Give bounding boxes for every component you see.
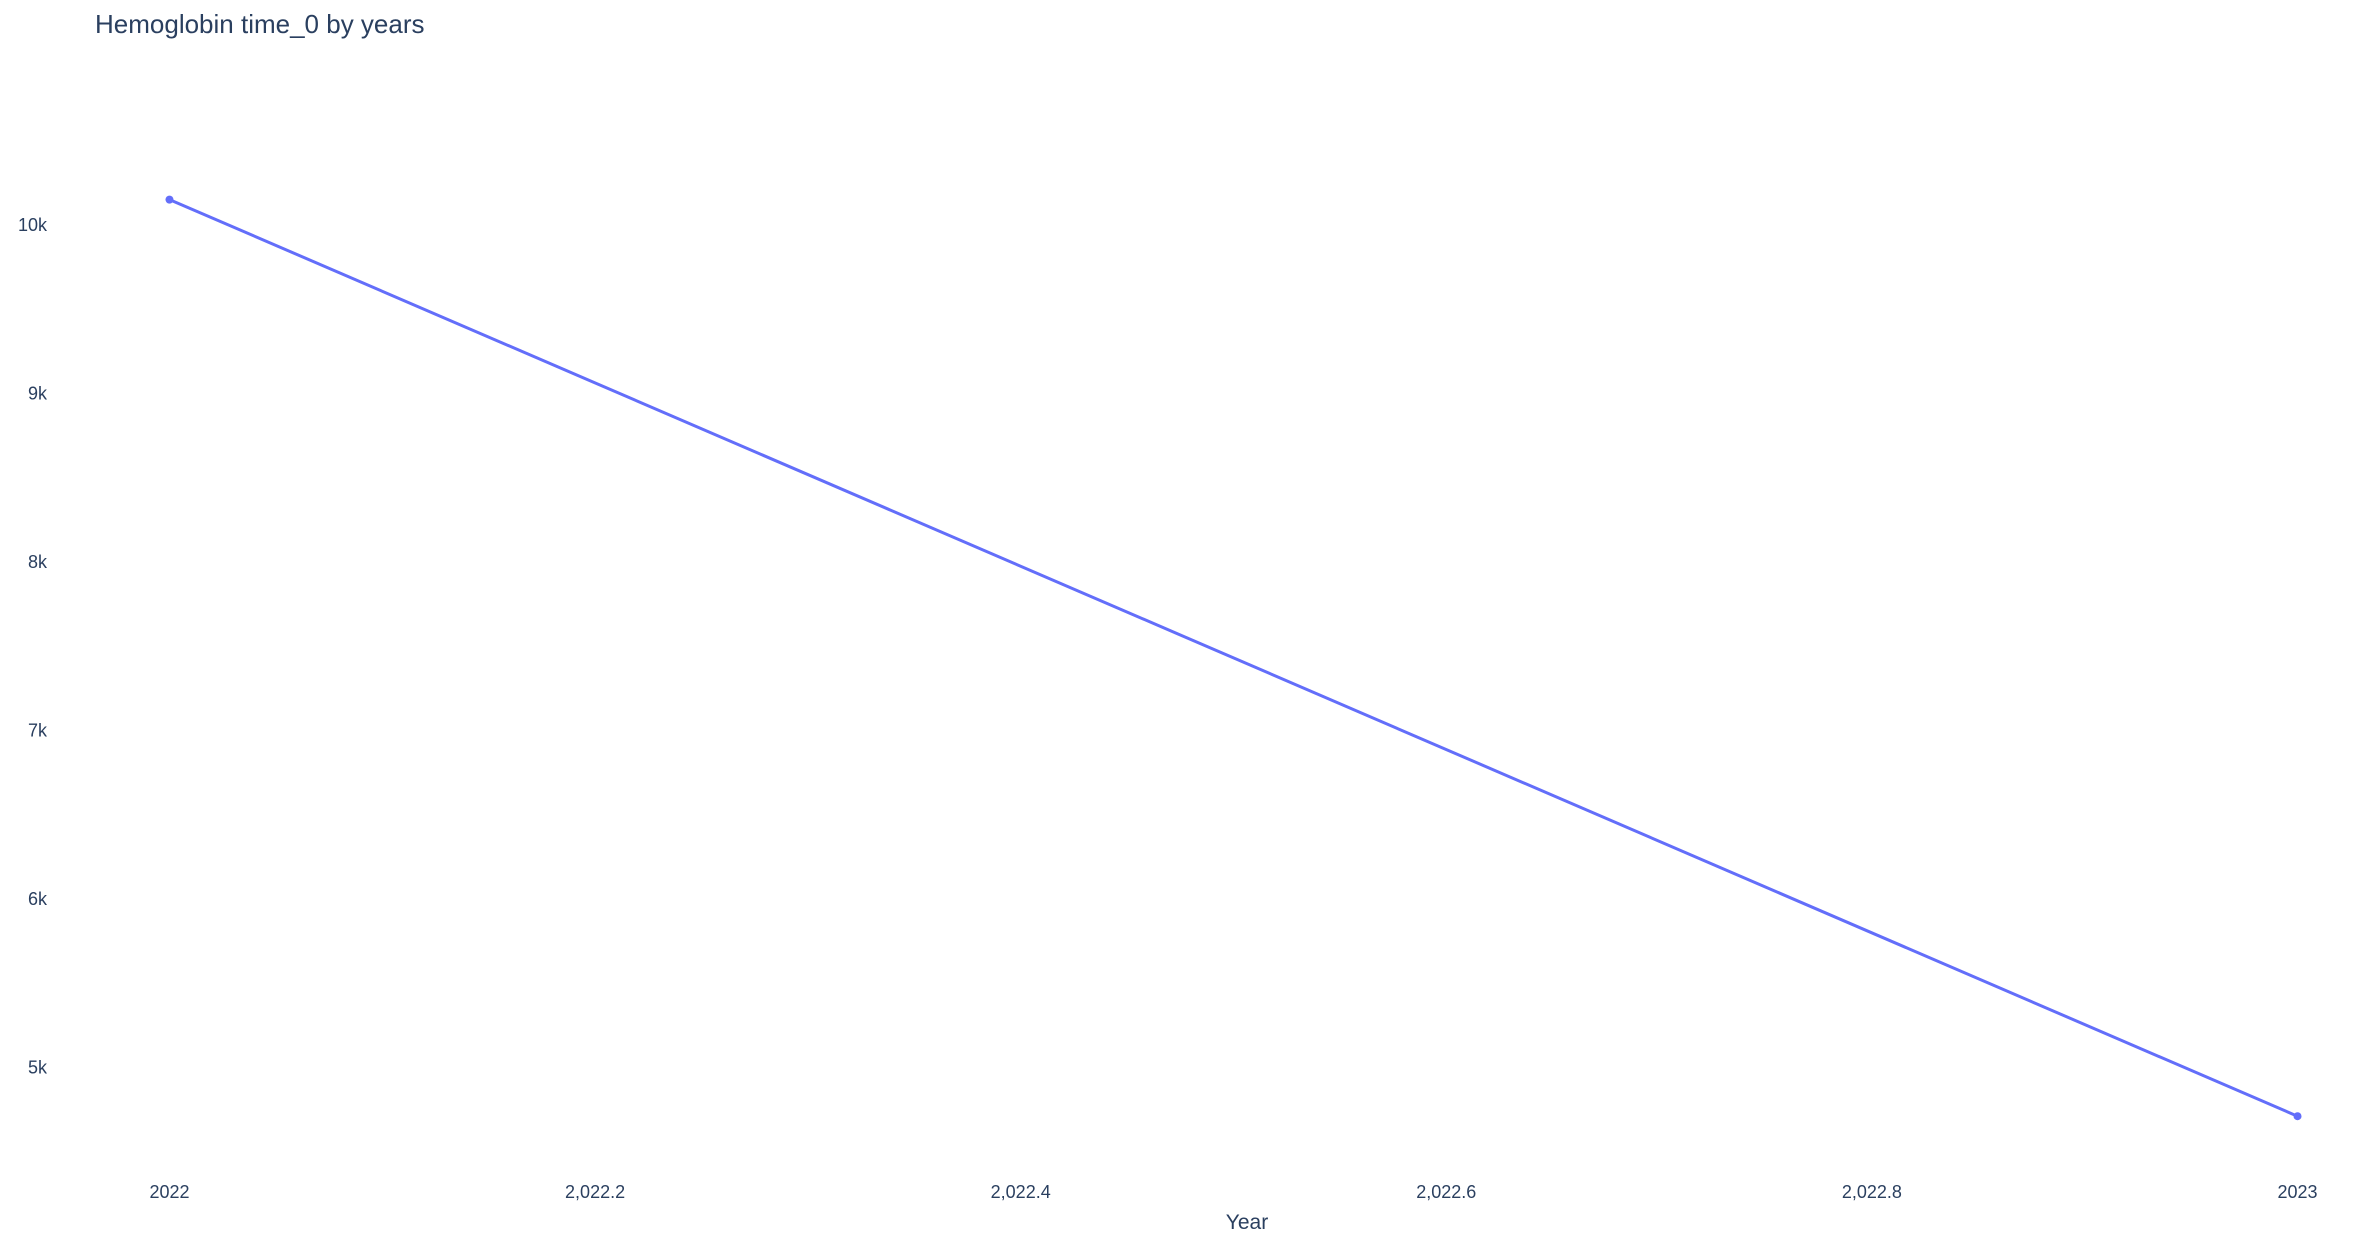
data-point[interactable]: [165, 195, 174, 204]
x-axis-ticks: 2022 2,022.2 2,022.4 2,022.6 2,022.8 2023: [149, 1182, 2317, 1202]
y-tick-label: 10k: [18, 215, 48, 235]
y-tick-label: 8k: [28, 552, 48, 572]
x-tick-label: 2,022.6: [1416, 1182, 1476, 1202]
y-tick-label: 7k: [28, 720, 48, 740]
chart-title: Hemoglobin time_0 by years: [95, 9, 425, 39]
data-point[interactable]: [2293, 1112, 2302, 1121]
x-axis-title: Year: [1226, 1211, 1268, 1234]
y-axis-ticks: 5k 6k 7k 8k 9k 10k: [18, 215, 48, 1077]
x-tick-label: 2,022.2: [565, 1182, 625, 1202]
series-line: [168, 198, 2299, 1118]
x-tick-label: 2023: [2277, 1182, 2317, 1202]
x-tick-label: 2022: [149, 1182, 189, 1202]
x-tick-label: 2,022.4: [991, 1182, 1051, 1202]
y-tick-label: 5k: [28, 1057, 48, 1077]
x-tick-label: 2,022.8: [1842, 1182, 1902, 1202]
plot-area: [165, 195, 2302, 1121]
y-tick-label: 9k: [28, 383, 48, 403]
y-tick-label: 6k: [28, 889, 48, 909]
